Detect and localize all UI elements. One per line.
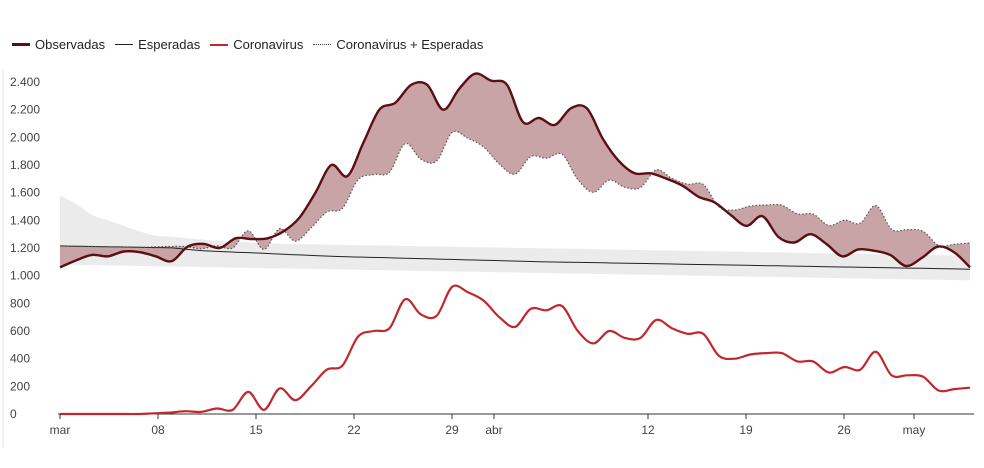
legend-label-coronavirus-esperadas: Coronavirus + Esperadas	[336, 37, 484, 52]
legend-swatch-coronavirus	[210, 43, 229, 46]
series-lines-layer	[59, 72, 971, 416]
x-tick-label: 08	[151, 423, 165, 437]
series-line-coronavirus	[59, 284, 971, 416]
excess-fill-layer	[60, 73, 970, 268]
x-tick-label: 19	[739, 423, 753, 437]
y-tick-label: 0	[10, 407, 17, 421]
legend-label-esperadas: Esperadas	[138, 37, 201, 52]
series-line-esperadas	[59, 245, 971, 270]
axis-layer	[2, 70, 974, 448]
y-tick-label: 400	[10, 352, 30, 366]
x-tick-label: 26	[837, 423, 851, 437]
x-axis-ticks: mar 08 15 22 29 abr 12 19 26 may	[50, 414, 926, 437]
x-tick-label: abr	[485, 423, 502, 437]
legend-label-observadas: Observadas	[35, 37, 106, 52]
x-tick-label: 22	[347, 423, 361, 437]
legend-item-observadas[interactable]: Observadas	[12, 37, 105, 52]
expected-range-band-layer	[60, 195, 970, 281]
x-tick-label: 12	[641, 423, 655, 437]
y-tick-label: 1.000	[10, 269, 40, 283]
y-axis-ticks: 0 200 400 600 800 1.000 1.200 1.400 1.600 1.800 2.…	[10, 75, 40, 421]
y-tick-label: 200	[10, 379, 30, 393]
legend-label-coronavirus: Coronavirus	[233, 37, 304, 52]
y-tick-label: 1.400	[10, 213, 40, 227]
series-line-observadas	[59, 72, 971, 269]
legend-item-coronavirus-esperadas[interactable]: Coronavirus + Esperadas	[313, 37, 483, 52]
legend-swatch-esperadas	[115, 44, 134, 45]
legend-swatch-observadas	[12, 43, 30, 46]
legend-item-esperadas[interactable]: Esperadas	[115, 37, 200, 52]
expected-range-band	[60, 195, 970, 281]
x-tick-label: may	[903, 423, 926, 437]
y-tick-label: 2.000	[10, 130, 40, 144]
y-tick-label: 1.600	[10, 186, 40, 200]
chart-legend: Observadas Esperadas Coronavirus Coronav…	[12, 37, 493, 52]
y-tick-label: 600	[10, 324, 30, 338]
y-tick-label: 800	[10, 296, 30, 310]
y-tick-label: 1.800	[10, 158, 40, 172]
x-tick-label: 29	[445, 423, 459, 437]
excess-mortality-area	[60, 73, 970, 268]
x-tick-label: mar	[50, 423, 71, 437]
x-tick-label: 15	[249, 423, 263, 437]
y-tick-label: 1.200	[10, 241, 40, 255]
legend-swatch-coronavirus-esperadas	[313, 44, 332, 45]
y-tick-label: 2.200	[10, 103, 40, 117]
y-tick-label: 2.400	[10, 75, 40, 89]
legend-item-coronavirus[interactable]: Coronavirus	[210, 37, 303, 52]
